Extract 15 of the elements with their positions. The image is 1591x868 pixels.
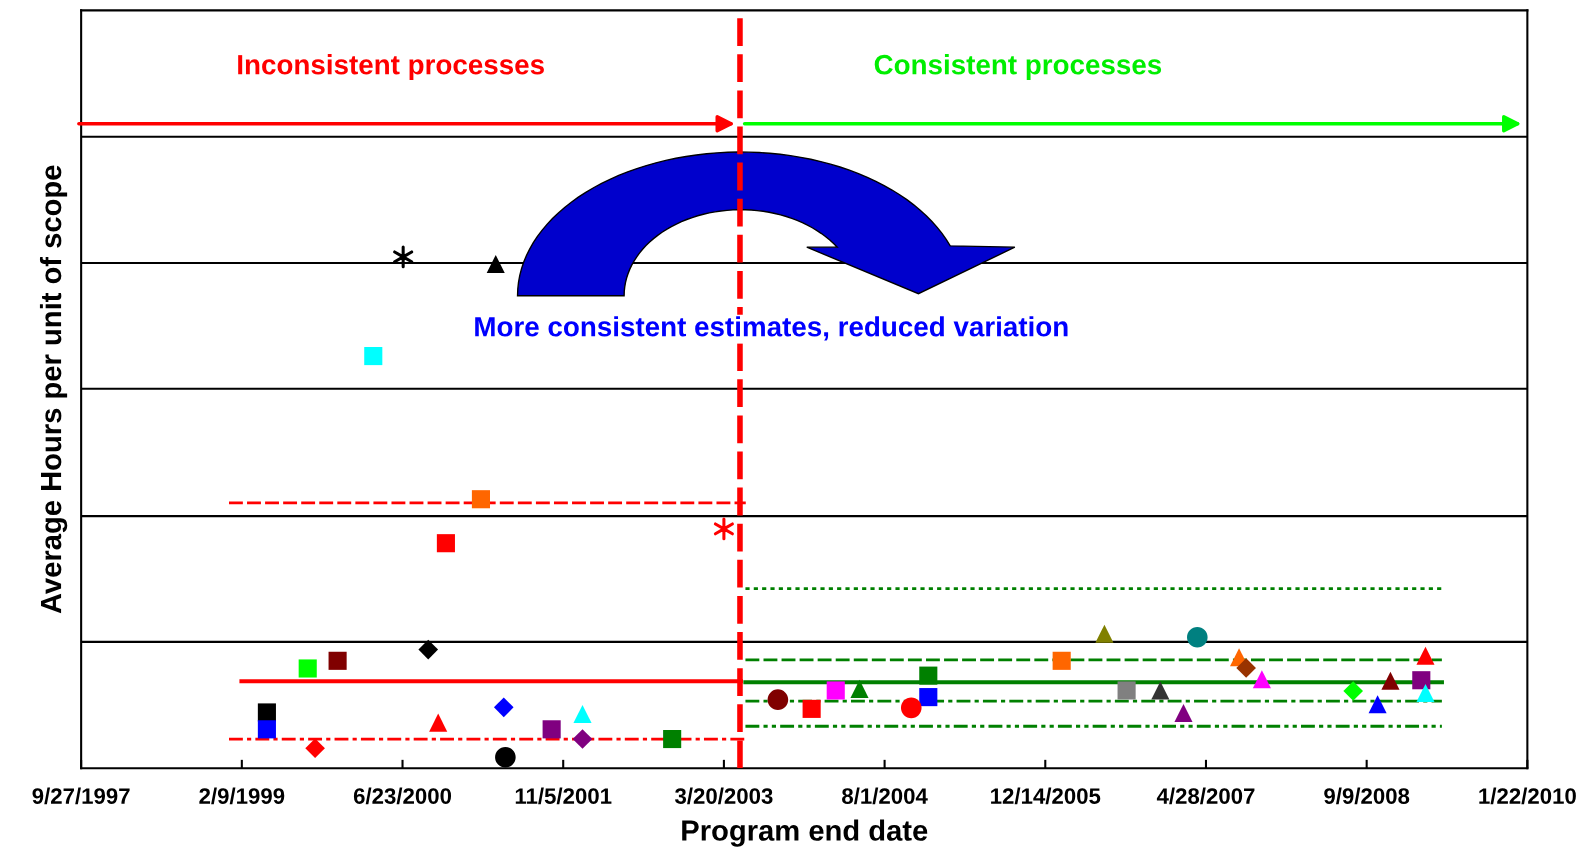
x-tick-label: 12/14/2005 — [991, 787, 1101, 805]
x-tick-label: 9/27/1997 — [32, 787, 130, 805]
text: Consistent processes — [874, 54, 1162, 81]
x-tick-label: 11/5/2001 — [515, 787, 612, 805]
x-tick-label: 2/9/1999 — [199, 787, 285, 805]
x-tick-label: 9/9/2008 — [1324, 787, 1410, 805]
x-tick-label: 1/22/2010 — [1479, 787, 1576, 805]
annotation: More consistent estimates, reduced variation — [475, 316, 1068, 341]
x-tick-label: 4/28/2007 — [1156, 787, 1255, 805]
text: Inconsistent processes — [238, 54, 544, 81]
x-tick-label: 6/23/2000 — [353, 787, 452, 805]
y-axis-title: Average Hours per unit of scope — [39, 165, 68, 614]
x-axis-title: Program end date — [682, 819, 928, 847]
x-tick-label: 8/1/2004 — [842, 787, 928, 805]
x-tick-label: 3/20/2003 — [674, 787, 773, 805]
